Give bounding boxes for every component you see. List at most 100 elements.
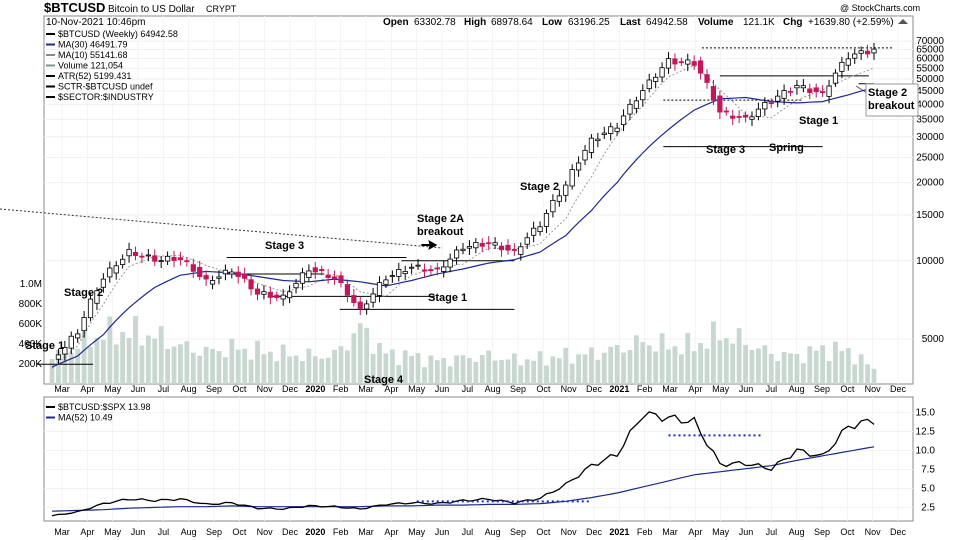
ratio-x-tick-label: Jun [435, 527, 450, 537]
volume-value: 121.1K [743, 17, 775, 28]
price-x-tick-label: Feb [637, 384, 653, 394]
breakout-arrow-icon [421, 240, 438, 251]
volume-bar [756, 348, 761, 384]
moving-averages [51, 64, 875, 369]
volume-bar [633, 335, 639, 384]
ratio-y-tick-label: 15.0 [916, 408, 936, 419]
volume-bar [672, 346, 678, 384]
candle-body [550, 199, 556, 213]
candle-body [428, 269, 434, 272]
candle-body [800, 85, 806, 89]
candle-body [498, 245, 505, 251]
volume-bar [255, 340, 260, 384]
symbol-title: $BTCUSD [44, 0, 105, 15]
candle-body [473, 242, 479, 249]
candle-body [794, 85, 800, 89]
candle-body [460, 248, 466, 251]
ratio-x-tick-label: Apr [80, 527, 94, 537]
price-x-tick-label: Apr [688, 384, 702, 394]
volume-bar [711, 321, 716, 384]
volume-bar [505, 359, 511, 384]
volume-bar [800, 363, 806, 384]
ma10-line [51, 64, 875, 369]
candle-body [242, 273, 248, 279]
candle-body [563, 184, 569, 196]
candle-body [319, 269, 325, 272]
quote-bar: Open 63302.78 High 68978.64 Low 63196.25… [383, 17, 908, 28]
volume-bar [653, 351, 659, 384]
price-y-tick-label: 70000 [916, 36, 944, 47]
candle-body [775, 95, 781, 102]
exchange-label: CRYPT [206, 4, 237, 14]
chg-label: Chg [783, 17, 802, 28]
volume-bar [190, 352, 196, 384]
ratio-x-tick-label: Jul [766, 527, 778, 537]
volume-y-tick-label: 1.0M [20, 279, 42, 290]
price-y-tick-label: 20000 [916, 178, 944, 189]
candle-body [357, 301, 363, 309]
volume-bar [467, 357, 472, 384]
spring-label: Spring [769, 142, 804, 154]
volume-bar [839, 351, 845, 384]
volume-bar [197, 355, 203, 384]
last-label: Last [620, 17, 641, 28]
volume-bar [409, 355, 415, 384]
candle-body [113, 265, 119, 274]
legend-entry: ATR(52) 5199.431 [58, 71, 131, 81]
ratio-lines [51, 411, 875, 517]
candle-body [139, 255, 145, 258]
candle-body [87, 298, 94, 319]
candle-body [197, 266, 203, 278]
volume-bar [678, 354, 684, 384]
volume-bar [370, 353, 376, 384]
price-y-tick-label: 60000 [916, 54, 944, 65]
volume-label: Volume [698, 17, 734, 28]
callout-pointer [855, 85, 868, 94]
candle-body [864, 50, 871, 55]
price-x-tick-label: Oct [232, 384, 247, 394]
volume-bar [422, 367, 427, 384]
candle-body [376, 282, 383, 296]
candle-body [158, 260, 164, 262]
stage2-breakout-label-2: breakout [868, 100, 915, 112]
candle-body [787, 90, 794, 93]
candle-body [68, 335, 74, 349]
ratio-x-tick-label: Sep [510, 527, 526, 537]
price-x-tick-label: Sep [206, 384, 222, 394]
price-candles [55, 42, 877, 364]
candle-body [614, 127, 620, 132]
candle-body [338, 275, 344, 283]
ratio-x-tick-label: Sep [814, 527, 830, 537]
volume-bar [826, 361, 832, 384]
price-panel [43, 15, 914, 385]
open-label: Open [383, 17, 409, 28]
candle-body [229, 271, 235, 275]
stage2-breakout-label-1: Stage 2 [868, 87, 907, 99]
legend-entry: $SECTOR:$INDUSTRY [58, 92, 154, 102]
price-x-tick-label: Jul [766, 384, 778, 394]
chevron-icon[interactable] [898, 19, 908, 24]
candle-body [75, 333, 81, 339]
candle-body [531, 227, 537, 236]
candle-body [261, 291, 267, 295]
stage2a-label-2: breakout [417, 226, 464, 238]
volume-bar [152, 338, 158, 384]
watermark: @ StockCharts.com [840, 3, 920, 13]
ratio-x-tick-label: May [408, 527, 426, 537]
candle-body [370, 293, 376, 303]
grid-lines [44, 16, 913, 521]
ratio-x-tick-label: Feb [333, 527, 349, 537]
candle-body [184, 260, 190, 263]
candle-body [344, 284, 351, 296]
volume-bar [383, 353, 389, 384]
volume-bar [56, 350, 61, 384]
candle-body [402, 270, 408, 275]
volume-bar [833, 341, 838, 384]
candle-body [768, 102, 774, 104]
volume-bar [576, 354, 581, 384]
volume-bar [158, 326, 164, 384]
volume-bar [743, 345, 748, 384]
chg-value: +1639.80 (+2.59%) [808, 17, 894, 28]
price-x-tick-label: Jun [739, 384, 754, 394]
price-x-tick-label: May [104, 384, 122, 394]
